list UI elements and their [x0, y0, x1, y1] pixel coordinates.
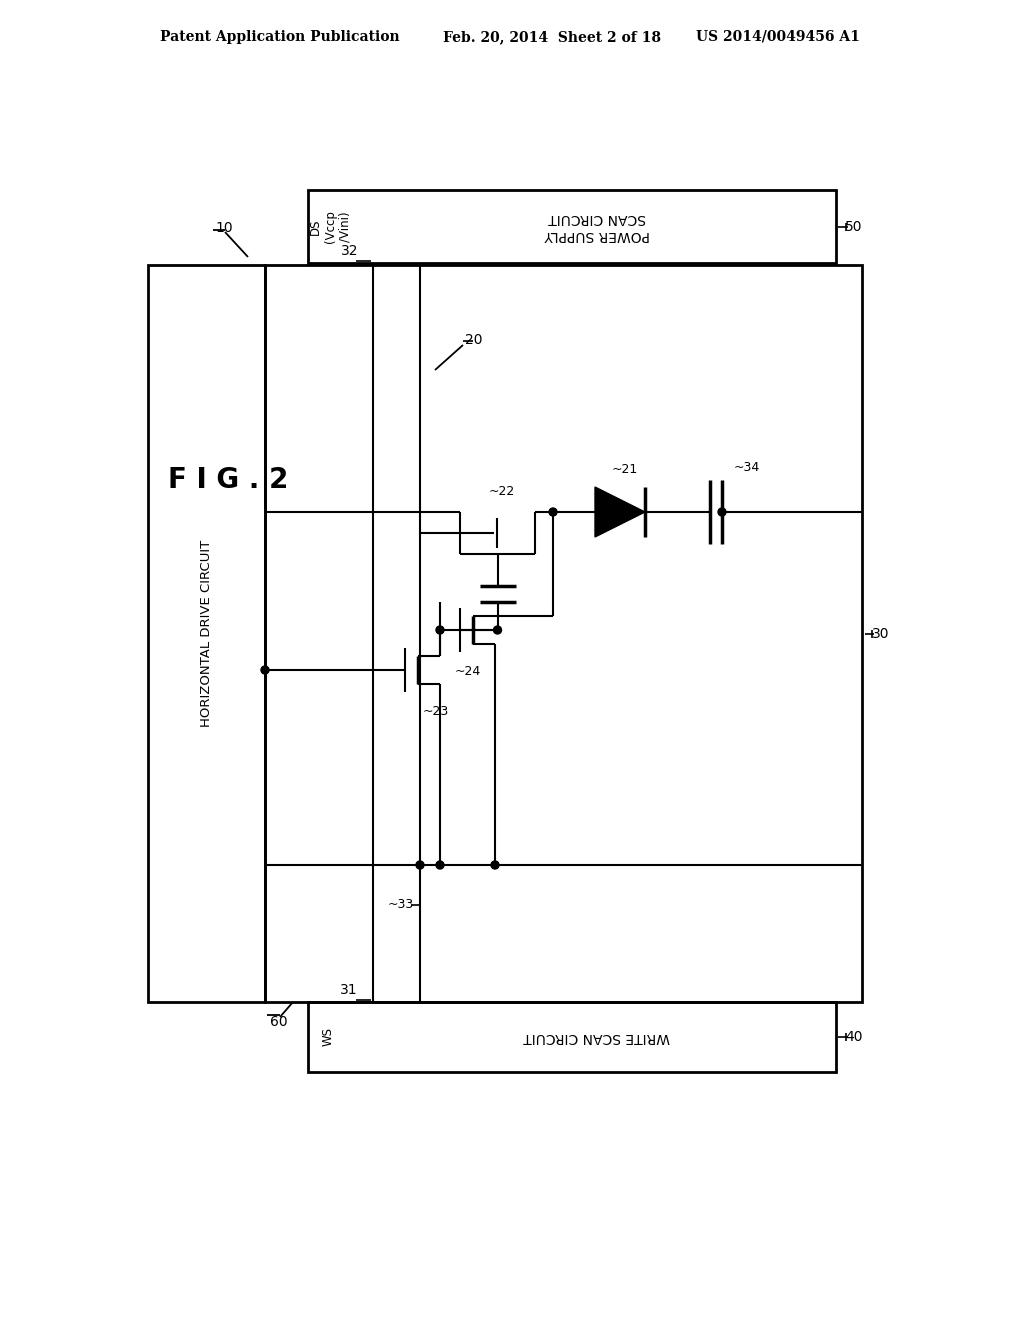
- Circle shape: [416, 861, 424, 869]
- Text: ~34: ~34: [734, 461, 760, 474]
- Text: F I G . 2: F I G . 2: [168, 466, 289, 494]
- Text: 20: 20: [465, 333, 482, 347]
- Polygon shape: [595, 487, 645, 537]
- Text: 10: 10: [215, 220, 232, 235]
- Bar: [308, 190, 836, 263]
- Text: US 2014/0049456 A1: US 2014/0049456 A1: [696, 30, 860, 44]
- Text: ~24: ~24: [455, 665, 481, 678]
- Bar: [148, 265, 265, 1002]
- Text: 30: 30: [872, 627, 890, 642]
- Text: 31: 31: [340, 983, 358, 997]
- Circle shape: [549, 508, 557, 516]
- Text: 50: 50: [845, 220, 862, 234]
- Text: ~22: ~22: [488, 484, 515, 498]
- Circle shape: [436, 861, 444, 869]
- Circle shape: [261, 667, 269, 675]
- Text: Feb. 20, 2014  Sheet 2 of 18: Feb. 20, 2014 Sheet 2 of 18: [443, 30, 662, 44]
- Text: Patent Application Publication: Patent Application Publication: [160, 30, 399, 44]
- Text: 60: 60: [270, 1015, 288, 1030]
- Text: ~21: ~21: [612, 463, 638, 477]
- Bar: [265, 265, 862, 1002]
- Circle shape: [436, 626, 444, 634]
- Text: HORIZONTAL DRIVE CIRCUIT: HORIZONTAL DRIVE CIRCUIT: [200, 540, 213, 727]
- Bar: [308, 1002, 836, 1072]
- Text: WRITE SCAN CIRCUIT: WRITE SCAN CIRCUIT: [523, 1030, 671, 1044]
- Text: 32: 32: [341, 244, 358, 257]
- Circle shape: [494, 626, 502, 634]
- Circle shape: [718, 508, 726, 516]
- Circle shape: [490, 861, 499, 869]
- Text: ~23: ~23: [423, 705, 450, 718]
- Text: POWER SUPPLY
SCAN CIRCUIT: POWER SUPPLY SCAN CIRCUIT: [544, 211, 650, 242]
- Text: DS
(Vccp
/Vini): DS (Vccp /Vini): [308, 210, 351, 243]
- Text: ~33: ~33: [388, 899, 414, 912]
- Text: 40: 40: [845, 1030, 862, 1044]
- Text: WS: WS: [322, 1027, 335, 1047]
